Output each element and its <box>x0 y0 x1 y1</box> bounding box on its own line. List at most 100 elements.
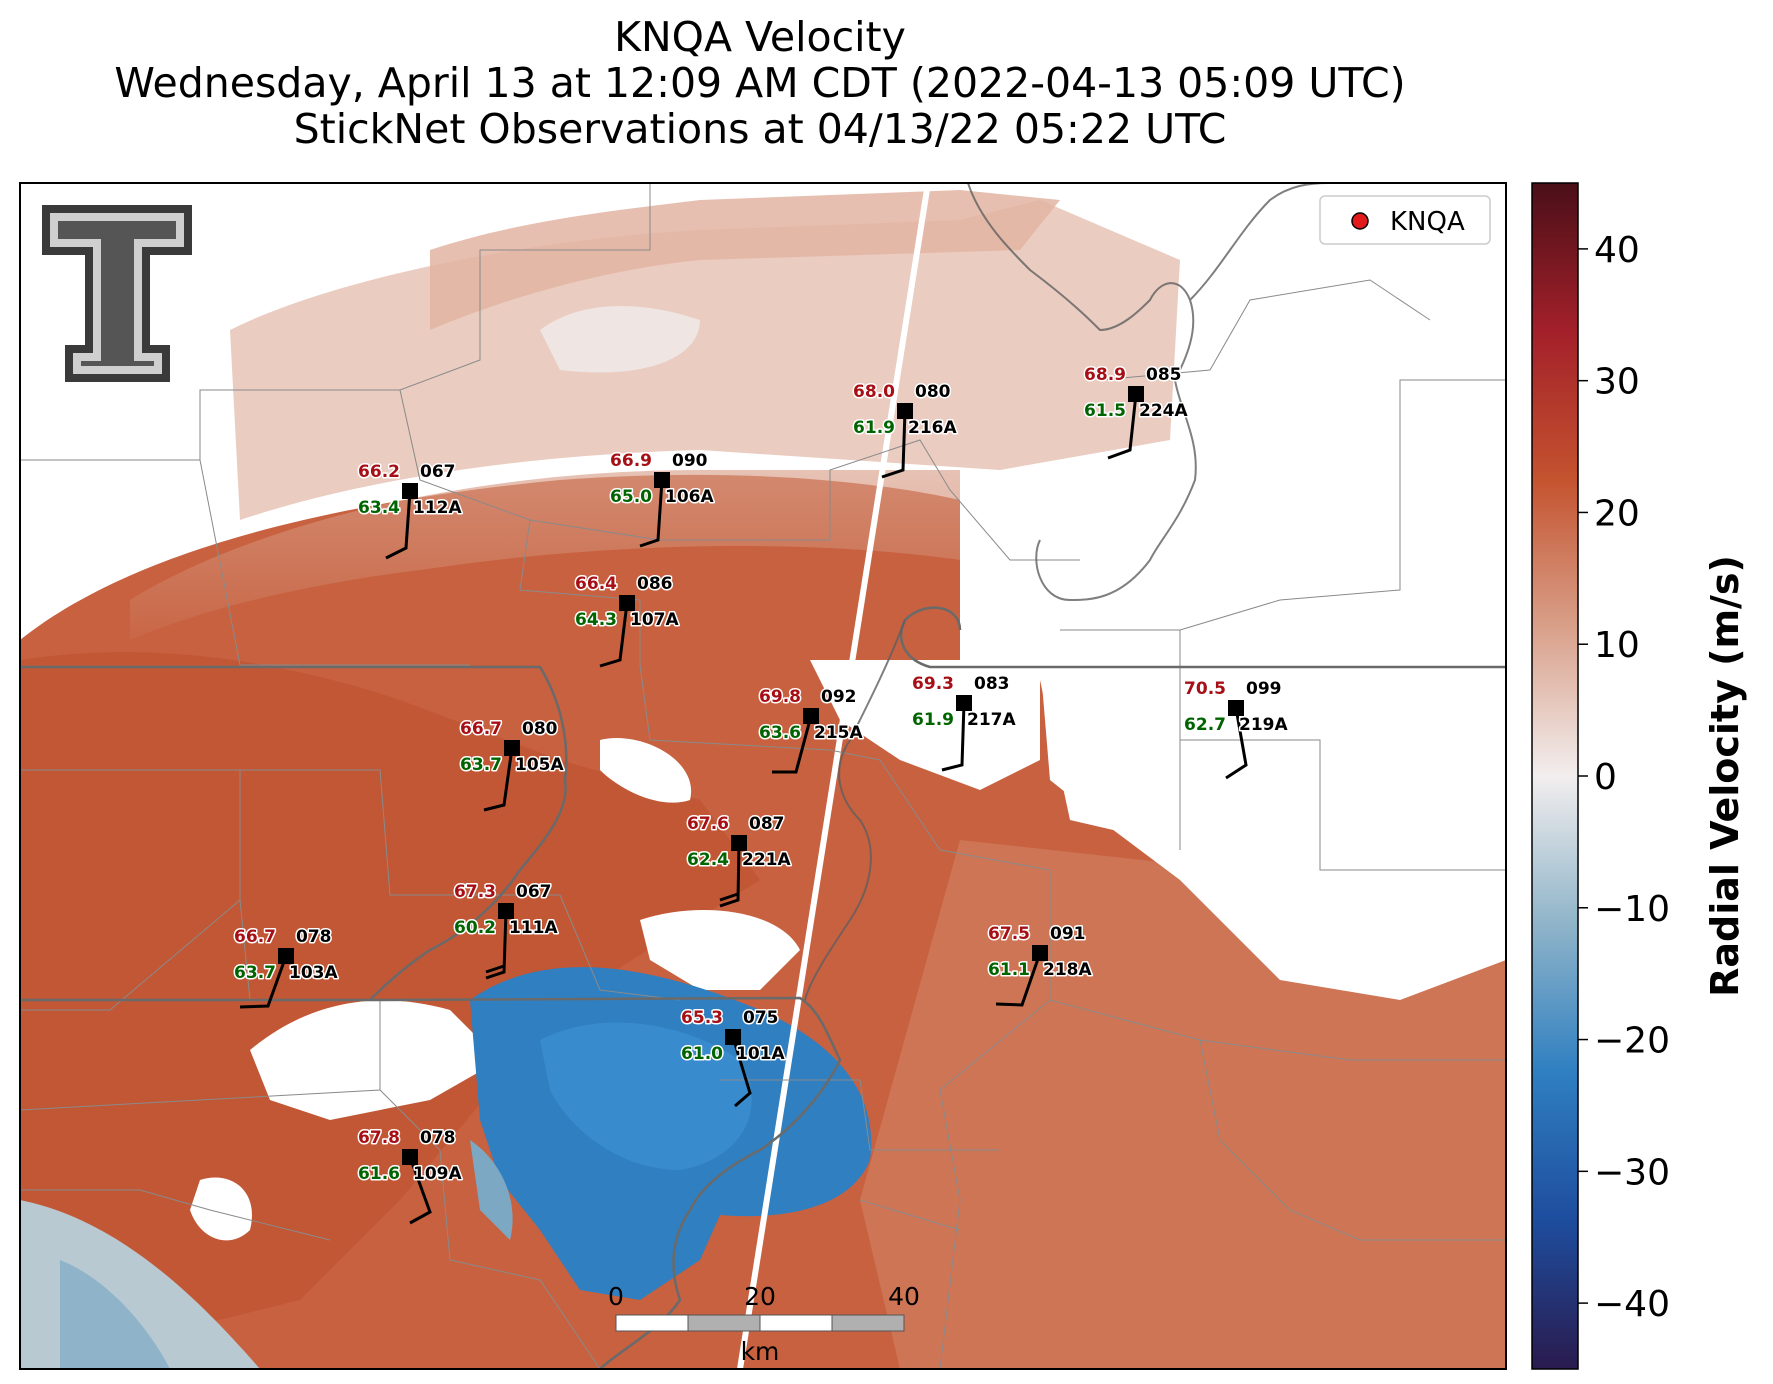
station-plot-107A: 66.4 086 64.3 107A <box>574 573 681 668</box>
wind-barb <box>485 910 508 980</box>
station-plot-101A: 65.3 075 61.0 101A <box>680 1007 787 1108</box>
station-plot-215A: 69.8 092 63.6 215A <box>758 686 865 774</box>
figure-title: KNQA Velocity Wednesday, April 13 at 12:… <box>0 14 1520 152</box>
scale-tick-40: 40 <box>888 1282 920 1311</box>
wind-barb <box>639 479 664 548</box>
station-id: 106A <box>665 487 714 507</box>
station-id: 216A <box>908 418 957 438</box>
station-wind-direction: 099 <box>1246 679 1282 699</box>
station-marker <box>1128 386 1144 402</box>
station-temperature: 70.5 <box>1184 679 1226 699</box>
station-id: 101A <box>736 1044 785 1064</box>
wind-barb <box>731 1036 752 1108</box>
station-id: 224A <box>1139 401 1188 421</box>
rivers <box>804 183 1331 1001</box>
station-id: 109A <box>413 1164 462 1184</box>
station-id: 218A <box>1043 960 1092 980</box>
station-temperature: 66.7 <box>234 927 276 947</box>
station-temperature: 68.9 <box>1084 365 1126 385</box>
colorbar-tick-label: 30 <box>1594 362 1640 403</box>
station-temperature: 69.8 <box>759 687 801 707</box>
station-plot-111A: 67.3 067 60.2 111A <box>453 881 560 980</box>
station-wind-direction: 075 <box>743 1008 779 1028</box>
station-id: 215A <box>814 723 863 743</box>
wind-barb <box>408 1156 432 1225</box>
wind-barb <box>719 842 741 908</box>
station-marker <box>402 483 418 499</box>
station-temperature: 66.4 <box>575 574 617 594</box>
station-wind-direction: 080 <box>522 719 558 739</box>
station-marker <box>504 740 520 756</box>
legend-label: KNQA <box>1390 207 1465 237</box>
colorbar-tick-label: −40 <box>1594 1284 1670 1325</box>
scale-tick-20: 20 <box>744 1282 776 1311</box>
colorbar-tick-label: 20 <box>1594 493 1640 534</box>
wind-barb <box>1107 393 1138 460</box>
station-wind-direction: 090 <box>672 451 708 471</box>
station-temperature: 69.3 <box>912 674 954 694</box>
station-marker <box>498 903 514 919</box>
county-borders <box>20 183 1506 1369</box>
station-marker <box>278 948 294 964</box>
wind-barb <box>599 602 629 668</box>
station-id: 221A <box>742 850 791 870</box>
station-dewpoint: 63.6 <box>759 723 801 743</box>
station-id: 103A <box>289 963 338 983</box>
scale-tick-0: 0 <box>608 1282 624 1311</box>
station-dewpoint: 63.7 <box>460 755 502 775</box>
station-marker <box>402 1149 418 1165</box>
scale-unit: km <box>741 1337 780 1366</box>
title-line-1: KNQA Velocity <box>614 13 906 61</box>
wind-barb <box>881 410 907 479</box>
station-wind-direction: 087 <box>749 814 785 834</box>
station-dewpoint: 61.6 <box>358 1164 400 1184</box>
station-dewpoint: 62.7 <box>1184 715 1226 735</box>
station-temperature: 65.3 <box>681 1008 723 1028</box>
colorbar-tick-label: 40 <box>1594 230 1640 271</box>
scale-bar: 0 20 40 km <box>608 1282 920 1366</box>
colorbar-tick-label: −10 <box>1594 889 1670 930</box>
velocity-field <box>20 183 1506 1369</box>
colorbar-tick-label: −20 <box>1594 1021 1670 1062</box>
colorbar-tick-label: −30 <box>1594 1152 1670 1193</box>
station-marker <box>725 1029 741 1045</box>
colorbar-label: Radial Velocity (m/s) <box>1703 555 1747 997</box>
station-temperature: 67.6 <box>687 814 729 834</box>
station-plot-219A: 70.5 099 62.7 219A <box>1183 678 1290 780</box>
wind-barb-flag <box>485 964 505 974</box>
station-temperature: 67.8 <box>358 1128 400 1148</box>
station-wind-direction: 083 <box>974 674 1010 694</box>
station-wind-direction: 092 <box>821 687 857 707</box>
station-plot-224A: 68.9 085 61.5 224A <box>1083 364 1190 460</box>
radar-map: 0 20 40 km 66.2 067 63.4 112A 66.9 090 65.0 106… <box>20 183 1506 1369</box>
station-id: 105A <box>515 755 564 775</box>
wind-barb <box>385 490 412 560</box>
title-line-3: StickNet Observations at 04/13/22 05:22 … <box>293 105 1227 153</box>
station-temperature: 68.0 <box>853 382 895 402</box>
station-dewpoint: 64.3 <box>575 610 617 630</box>
sticknet-stations: 66.2 067 63.4 112A 66.9 090 65.0 106A 68.0 080 61.… <box>233 364 1290 1225</box>
station-id: 112A <box>413 498 462 518</box>
wind-barb <box>941 702 966 772</box>
station-marker <box>897 403 913 419</box>
station-wind-direction: 078 <box>296 927 332 947</box>
station-marker <box>1032 945 1048 961</box>
station-plot-218A: 67.5 091 61.1 218A <box>987 923 1094 1007</box>
wind-barb <box>239 955 288 1009</box>
station-dewpoint: 63.7 <box>234 963 276 983</box>
station-temperature: 67.5 <box>988 924 1030 944</box>
station-plot-217A: 69.3 083 61.9 217A <box>911 673 1018 772</box>
station-temperature: 66.7 <box>460 719 502 739</box>
colorbar-tick-label: 0 <box>1594 757 1617 798</box>
station-id: 219A <box>1239 715 1288 735</box>
station-wind-direction: 091 <box>1050 924 1086 944</box>
station-dewpoint: 65.0 <box>610 487 652 507</box>
knqa-marker-icon <box>1351 212 1369 230</box>
station-plot-216A: 68.0 080 61.9 216A <box>852 381 959 479</box>
station-wind-direction: 080 <box>915 382 951 402</box>
station-marker <box>803 708 819 724</box>
wind-barb <box>483 747 514 812</box>
station-id: 217A <box>967 710 1016 730</box>
station-plot-112A: 66.2 067 63.4 112A <box>357 461 464 560</box>
